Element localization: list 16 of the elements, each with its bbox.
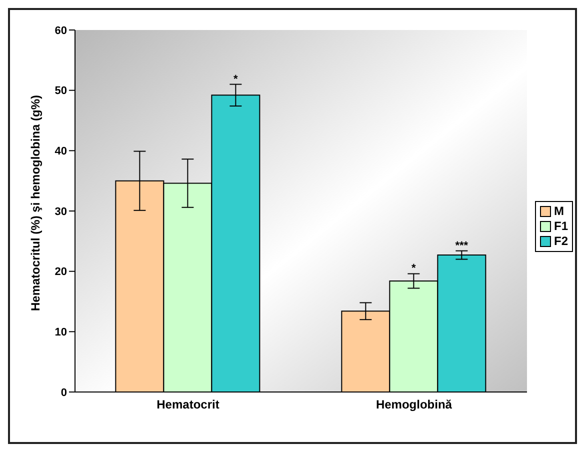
y-tick-label: 0 <box>60 386 67 399</box>
y-axis-title: Hematocritul (%) şi hemoglobina (g%) <box>28 94 42 311</box>
y-tick-label: 60 <box>54 24 67 37</box>
legend-label: F2 <box>554 234 568 248</box>
y-tick-label: 10 <box>54 326 67 339</box>
data-label: *** <box>455 240 469 252</box>
y-tick-label: 50 <box>54 85 67 98</box>
data-label: * <box>412 262 417 275</box>
data-label: * <box>234 73 239 86</box>
y-tick-label: 20 <box>54 266 67 278</box>
y-tick-label: 30 <box>54 206 67 218</box>
legend-label: M <box>554 204 564 218</box>
x-tick-label: Hemoglobină <box>376 398 452 412</box>
y-tick-label: 40 <box>54 146 67 158</box>
legend-label: F1 <box>554 218 568 234</box>
x-tick-label: Hematocrit <box>156 398 220 412</box>
